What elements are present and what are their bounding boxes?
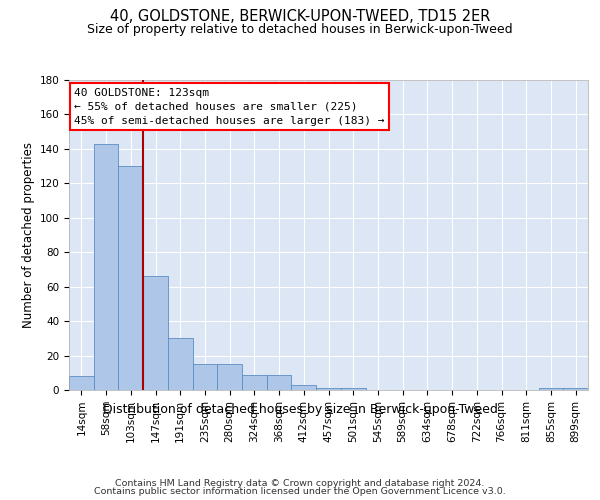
Bar: [69, 376, 94, 390]
Text: Contains public sector information licensed under the Open Government Licence v3: Contains public sector information licen…: [94, 487, 506, 496]
Bar: [118, 166, 143, 390]
Bar: [563, 388, 588, 390]
Text: Size of property relative to detached houses in Berwick-upon-Tweed: Size of property relative to detached ho…: [87, 22, 513, 36]
Bar: [193, 364, 217, 390]
Text: 40, GOLDSTONE, BERWICK-UPON-TWEED, TD15 2ER: 40, GOLDSTONE, BERWICK-UPON-TWEED, TD15 …: [110, 9, 490, 24]
Text: 40 GOLDSTONE: 123sqm
← 55% of detached houses are smaller (225)
45% of semi-deta: 40 GOLDSTONE: 123sqm ← 55% of detached h…: [74, 88, 385, 126]
Bar: [539, 388, 563, 390]
Text: Contains HM Land Registry data © Crown copyright and database right 2024.: Contains HM Land Registry data © Crown c…: [115, 478, 485, 488]
Text: Distribution of detached houses by size in Berwick-upon-Tweed: Distribution of detached houses by size …: [103, 402, 497, 415]
Bar: [341, 388, 365, 390]
Bar: [267, 374, 292, 390]
Bar: [316, 388, 341, 390]
Y-axis label: Number of detached properties: Number of detached properties: [22, 142, 35, 328]
Bar: [143, 276, 168, 390]
Bar: [94, 144, 118, 390]
Bar: [292, 385, 316, 390]
Bar: [168, 338, 193, 390]
Bar: [242, 374, 267, 390]
Bar: [217, 364, 242, 390]
